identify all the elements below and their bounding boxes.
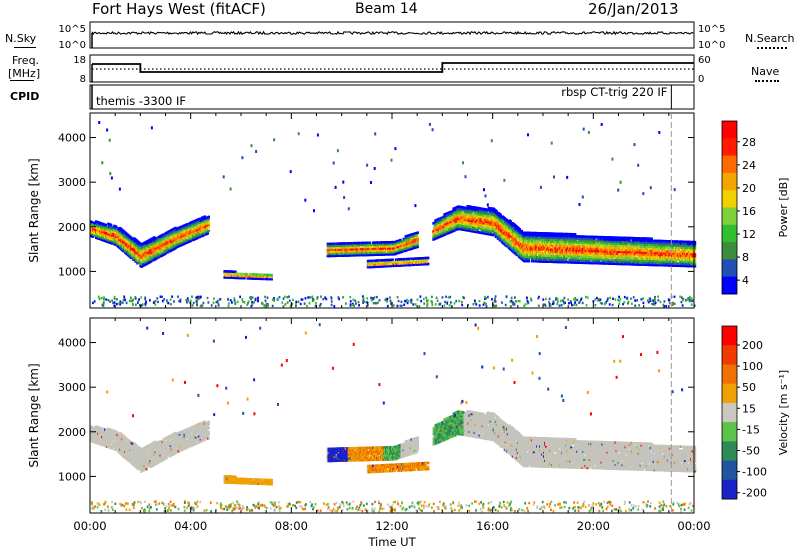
x-tick-label: 20:00 — [577, 519, 610, 533]
nsearch-tick-top: 10^5 — [698, 24, 725, 35]
velocity-panel-ylabel: Slant Range [km] — [27, 363, 41, 467]
x-tick-label: 12:00 — [375, 519, 408, 533]
velocity-panel-colorbar-tick-label: -15 — [742, 423, 760, 436]
nsky-tick-top: 10^5 — [59, 24, 86, 35]
velocity-panel-ytick-label: 4000 — [58, 337, 86, 350]
power-panel-colorbar-label: Power [dB] — [777, 178, 790, 238]
power-panel-ytick-label: 2000 — [58, 221, 86, 234]
cpid-right-text: rbsp CT-trig 220 IF — [561, 85, 667, 99]
velocity-panel-colorbar-label: Velocity [m s⁻¹] — [777, 370, 790, 455]
nsky-legend-line — [14, 47, 36, 48]
velocity-panel-colorbar-swatch — [722, 422, 737, 442]
velocity-panel-colorbar-swatch — [722, 402, 737, 423]
power-panel-colorbar-swatch — [722, 242, 737, 260]
power-panel-colorbar-swatch — [722, 121, 737, 139]
beam-label: Beam 14 — [355, 1, 418, 17]
power-panel-colorbar-tick-label: 16 — [742, 205, 756, 218]
nave-label: Nave — [751, 65, 780, 78]
power-panel-colorbar-swatch — [722, 190, 737, 208]
x-tick-label: 04:00 — [174, 519, 207, 533]
velocity-panel-colorbar-tick-label: -50 — [742, 444, 760, 457]
velocity-panel-ytick-label: 1000 — [58, 470, 86, 483]
power-panel-colorbar-swatch — [722, 224, 737, 243]
nsearch-tick-bottom: 10^0 — [698, 40, 725, 51]
power-panel-frame — [89, 112, 695, 309]
x-tick-label: 08:00 — [275, 519, 308, 533]
velocity-panel-colorbar-swatch — [722, 383, 737, 404]
x-tick-label: 00:00 — [73, 519, 106, 533]
power-panel-colorbar-swatch — [722, 259, 737, 278]
power-panel-colorbar-swatch — [722, 172, 737, 191]
velocity-panel-colorbar-tick-label: 100 — [742, 360, 763, 373]
velocity-panel-ytick-label: 3000 — [58, 381, 86, 394]
power-panel-colorbar-tick-label: 20 — [742, 182, 756, 195]
power-panel-colorbar-tick-label: 28 — [742, 136, 756, 149]
velocity-panel-frame — [89, 317, 695, 514]
velocity-panel-cells — [90, 323, 697, 513]
velocity-panel-colorbar-tick-label: 200 — [742, 339, 763, 352]
cpid-panel-frame — [89, 84, 695, 110]
power-panel-colorbar-swatch — [722, 276, 737, 295]
velocity-panel-colorbar-swatch — [722, 326, 737, 346]
power-panel-colorbar-swatch — [722, 207, 737, 226]
power-panel-ylabel: Slant Range [km] — [27, 158, 41, 262]
velocity-panel-colorbar-tick-label: 50 — [742, 381, 756, 394]
velocity-panel-ytick-label: 2000 — [58, 426, 86, 439]
velocity-panel-colorbar-swatch — [722, 345, 737, 365]
freq-tick-bottom: 8 — [80, 74, 86, 85]
x-tick-label: 00:00 — [677, 519, 710, 533]
velocity-panel-colorbar-swatch — [722, 460, 737, 481]
velocity-panel-colorbar-swatch — [722, 364, 737, 385]
velocity-panel-colorbar-tick-label: 15 — [742, 402, 756, 415]
power-panel-colorbar-tick-label: 8 — [742, 251, 749, 264]
power-panel-colorbar-tick-label: 4 — [742, 274, 749, 287]
velocity-panel-colorbar-swatch — [722, 479, 737, 500]
nsearch-label: N.Search — [745, 32, 795, 45]
power-panel-ytick-label: 3000 — [58, 176, 86, 189]
station-title: Fort Hays West (fitACF) — [92, 0, 266, 18]
freq-trace — [92, 62, 694, 73]
power-panel-colorbar-swatch — [722, 138, 737, 157]
nave-legend-dots — [755, 80, 779, 82]
velocity-panel-colorbar-tick-label: -100 — [742, 466, 767, 479]
power-panel-ytick-label: 1000 — [58, 265, 86, 278]
freq-panel-frame — [89, 54, 695, 83]
power-panel-colorbar-tick-label: 24 — [742, 159, 756, 172]
power-panel-colorbar-tick-label: 12 — [742, 228, 756, 241]
nsky-trace — [91, 30, 694, 36]
freq-label-1: Freq. — [12, 54, 40, 67]
power-panel-ytick-label: 4000 — [58, 132, 86, 145]
nave-tick-top: 60 — [698, 55, 711, 66]
power-panel-colorbar-swatch — [722, 155, 737, 174]
date-label: 26/Jan/2013 — [588, 0, 679, 18]
power-panel-colorbar-frame — [721, 120, 738, 295]
velocity-panel-colorbar-frame — [721, 325, 738, 500]
nave-tick-bottom: 0 — [698, 74, 704, 85]
nsky-panel-frame — [89, 21, 695, 49]
freq-legend-line — [10, 80, 34, 81]
nsearch-legend-dots — [757, 47, 787, 49]
freq-label-2: [MHz] — [8, 67, 41, 80]
velocity-panel-colorbar-tick-label: -200 — [742, 487, 767, 500]
freq-tick-top: 18 — [73, 55, 86, 66]
power-panel-cells — [90, 121, 697, 308]
x-tick-label: 16:00 — [476, 519, 509, 533]
cpid-left-text: themis -3300 IF — [96, 94, 186, 108]
x-axis-label: Time UT — [367, 535, 416, 549]
cpid-label: CPID — [10, 90, 40, 103]
nsky-tick-bottom: 10^0 — [59, 40, 86, 51]
velocity-panel-colorbar-swatch — [722, 441, 737, 462]
nsky-label: N.Sky — [5, 32, 37, 45]
